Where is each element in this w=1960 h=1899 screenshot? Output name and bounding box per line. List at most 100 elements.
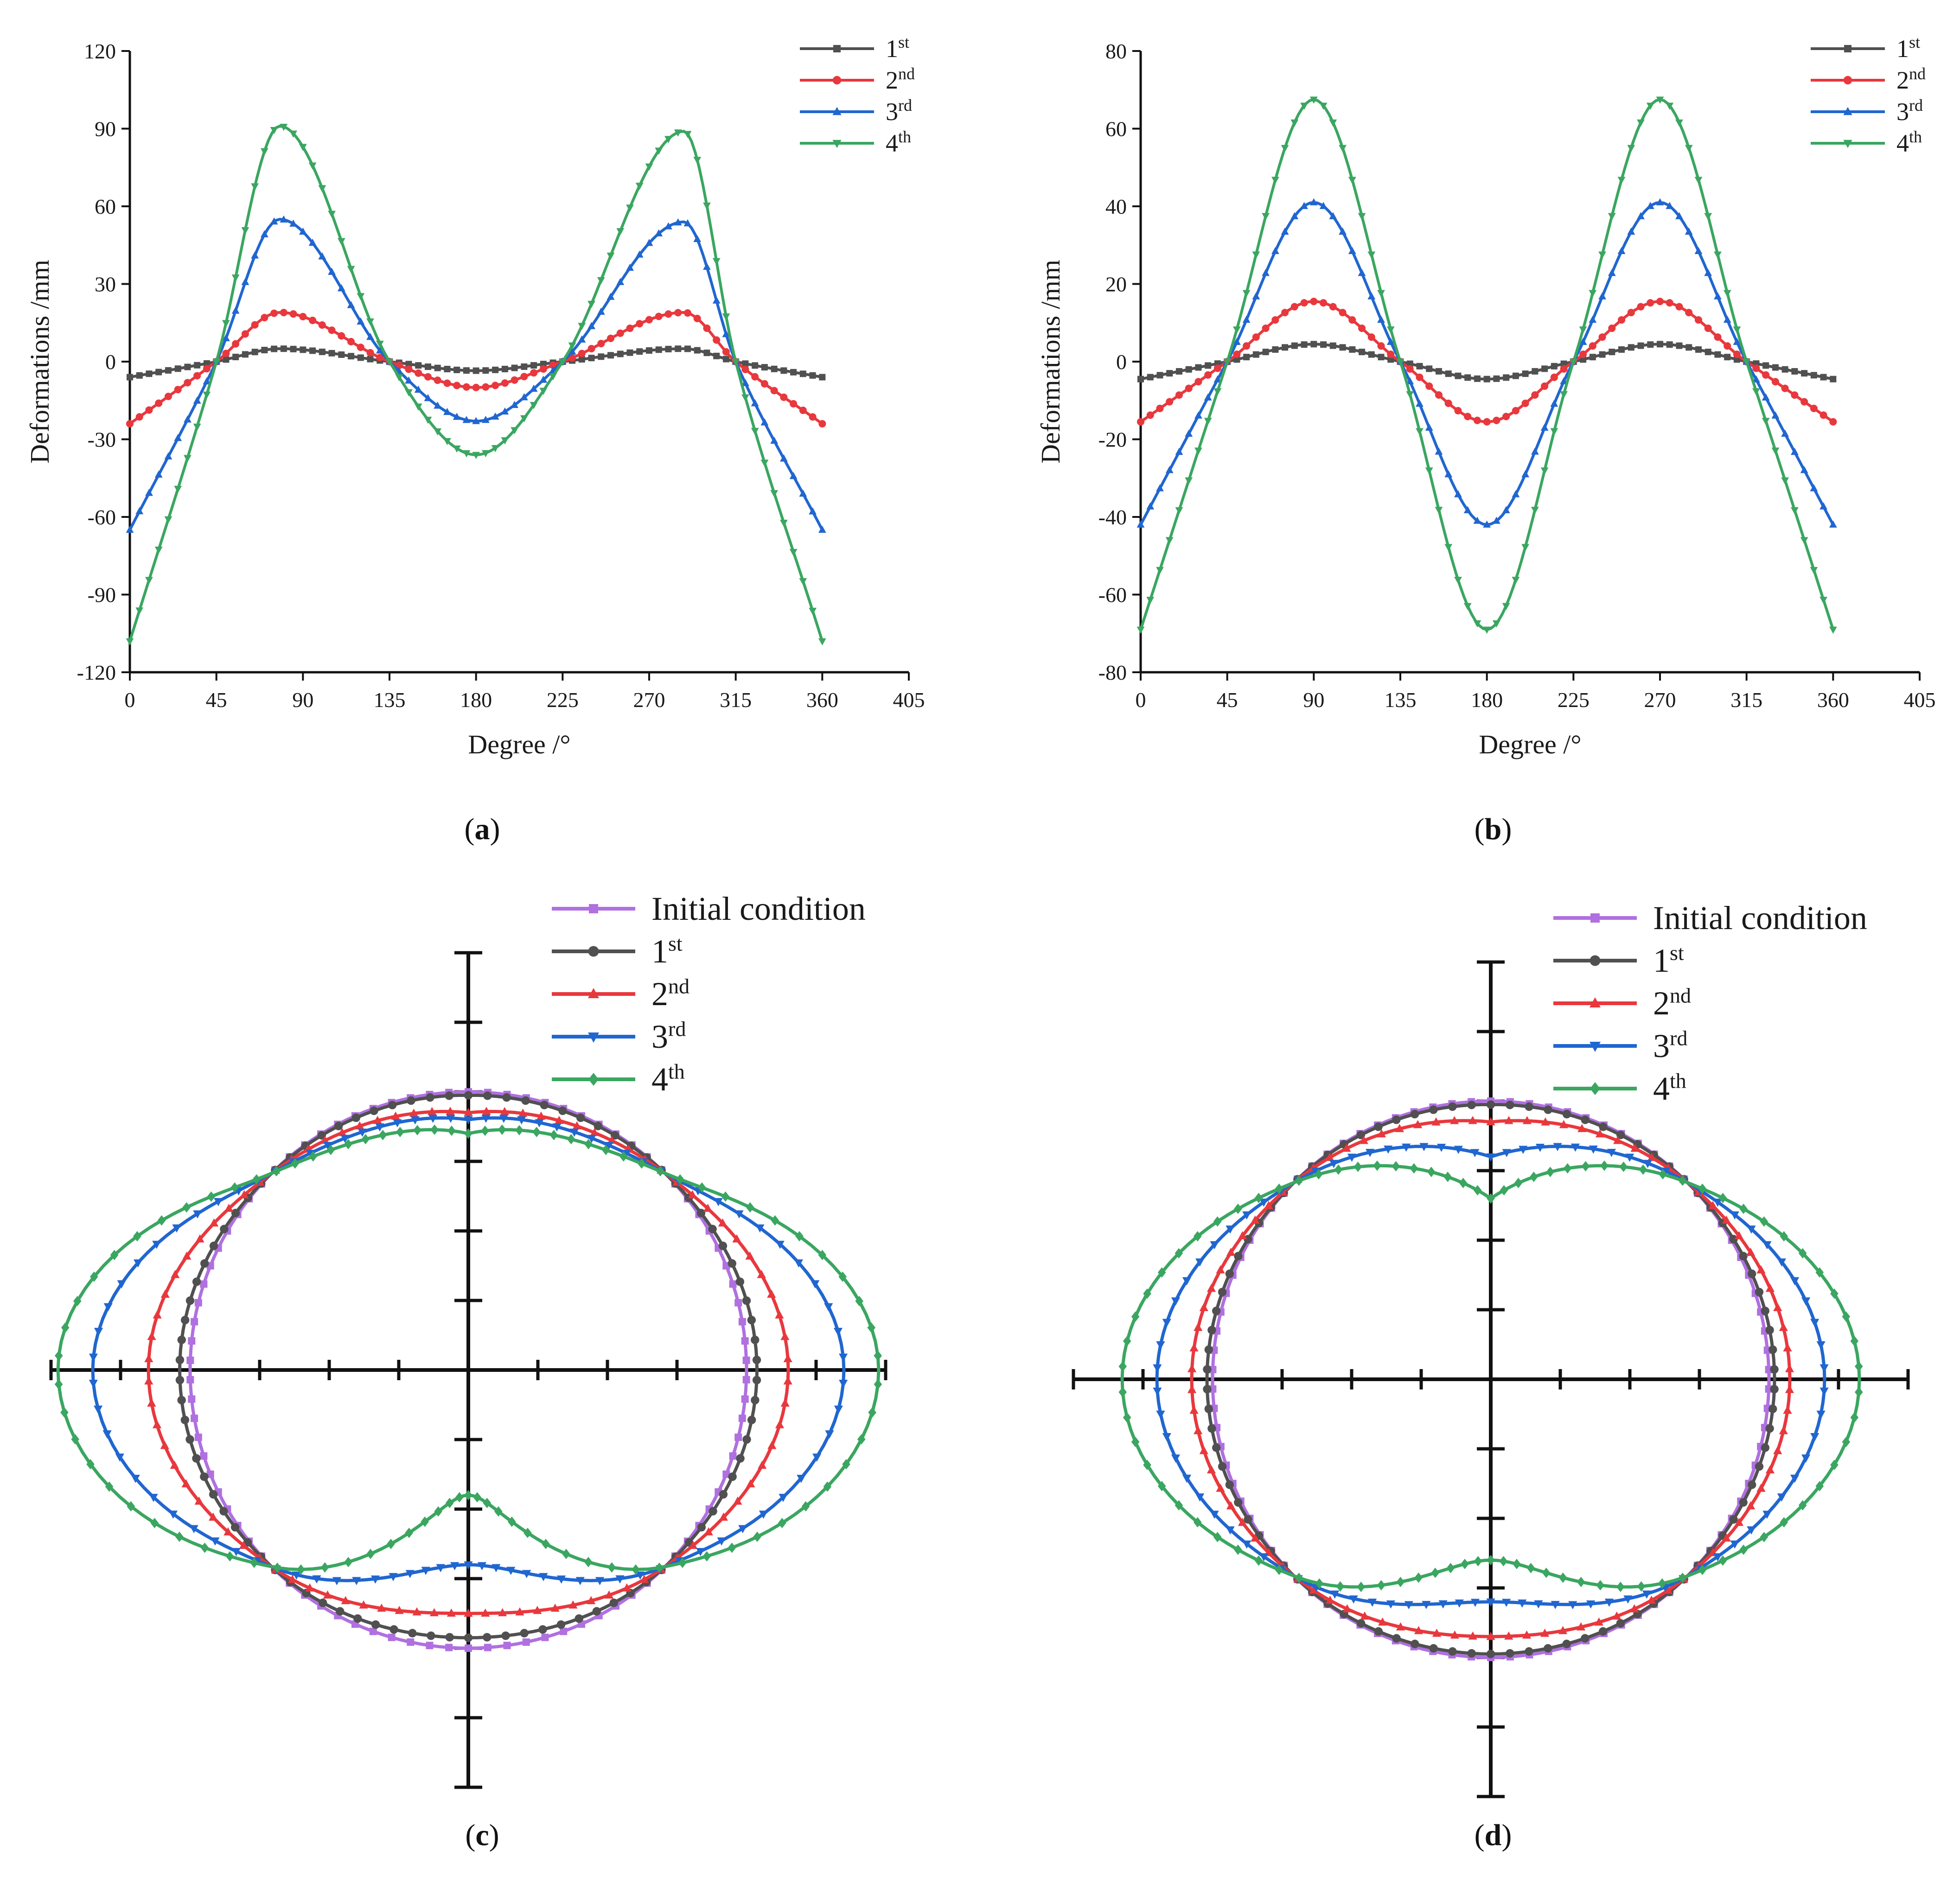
data-point: [511, 364, 518, 371]
data-point: [376, 354, 384, 362]
data-point: [1579, 326, 1587, 334]
data-point: [693, 157, 702, 164]
data-point: [472, 417, 480, 424]
data-point: [655, 1562, 664, 1573]
data-point: [1676, 342, 1683, 349]
data-point: [1810, 484, 1818, 491]
legend-label: 3rd: [1653, 1026, 1687, 1064]
data-point: [1747, 1526, 1756, 1535]
data-point: [833, 1327, 843, 1336]
data-point: [378, 1130, 387, 1141]
data-point: [1275, 1183, 1283, 1194]
data-point: [328, 268, 336, 275]
data-point: [1473, 416, 1481, 424]
x-tick-label: 405: [893, 688, 925, 712]
data-point: [261, 347, 268, 354]
data-point: [1658, 1578, 1666, 1589]
data-point: [499, 1115, 508, 1123]
data-point: [230, 1523, 240, 1532]
data-point: [318, 185, 326, 192]
data-point: [770, 436, 779, 444]
legend-marker: [832, 140, 842, 148]
data-point: [868, 1407, 876, 1418]
data-point: [1386, 1600, 1396, 1609]
data-point: [1392, 1634, 1401, 1643]
data-point: [1205, 362, 1212, 369]
data-point: [288, 1574, 297, 1583]
data-point: [1705, 349, 1711, 356]
data-point: [1185, 366, 1192, 373]
data-point: [358, 1128, 367, 1137]
data-point: [131, 1475, 140, 1483]
data-point: [1525, 1647, 1533, 1656]
data-point: [1581, 1161, 1590, 1172]
data-point: [718, 1218, 728, 1227]
data-point: [1724, 354, 1731, 361]
data-point: [809, 413, 817, 421]
legend-label-sup: th: [1909, 127, 1922, 146]
data-point: [1329, 342, 1336, 349]
data-point: [241, 227, 249, 235]
data-point: [289, 130, 297, 138]
outline-d-2: [1187, 1115, 1794, 1640]
data-point: [536, 1111, 546, 1120]
data-point: [1765, 1465, 1775, 1473]
data-point: [1194, 1323, 1203, 1331]
data-point: [1801, 1454, 1811, 1463]
legend-label-base: 2: [1653, 985, 1670, 1022]
data-point: [1541, 1117, 1550, 1126]
data-point: [1695, 346, 1702, 353]
data-point: [188, 1337, 196, 1345]
data-point: [1143, 1288, 1151, 1299]
data-point: [799, 489, 807, 497]
data-point: [464, 1561, 473, 1570]
data-point: [540, 1101, 549, 1109]
data-point: [347, 266, 355, 273]
data-point: [1666, 202, 1674, 209]
data-point: [464, 1116, 473, 1125]
data-point: [694, 347, 701, 354]
data-point: [775, 1420, 785, 1428]
data-point: [1272, 346, 1279, 353]
data-point: [539, 1573, 548, 1581]
data-point: [1675, 212, 1683, 219]
data-point: [1486, 1598, 1495, 1607]
data-point: [1189, 1343, 1199, 1351]
data-point: [1360, 1611, 1369, 1620]
data-point: [758, 1460, 767, 1469]
data-point: [501, 379, 509, 387]
data-point: [450, 1562, 460, 1570]
y-tick-label: 30: [95, 273, 116, 296]
data-point: [175, 1356, 185, 1364]
data-point: [443, 379, 451, 387]
data-point: [578, 356, 585, 363]
data-point: [186, 1357, 194, 1364]
data-point: [407, 1638, 415, 1646]
data-point: [607, 352, 614, 359]
data-point: [194, 1434, 202, 1441]
data-point: [1659, 1169, 1667, 1179]
legend-label: Initial condition: [1653, 899, 1867, 937]
data-point: [1242, 315, 1251, 323]
data-point: [799, 578, 807, 586]
x-tick-label: 45: [206, 688, 227, 712]
data-point: [722, 348, 730, 356]
data-point: [434, 1506, 442, 1517]
data-point: [818, 525, 826, 533]
data-point: [1762, 418, 1770, 425]
data-point: [616, 329, 624, 337]
data-point: [741, 379, 749, 386]
y-tick-label: -80: [1098, 661, 1127, 684]
data-point: [1234, 1498, 1243, 1507]
data-point: [1594, 1617, 1603, 1626]
data-point: [1156, 404, 1164, 413]
caption: (a): [465, 812, 500, 846]
data-point: [770, 387, 778, 395]
data-point: [703, 262, 711, 270]
data-point: [799, 406, 807, 414]
data-point: [1162, 1433, 1171, 1441]
data-point: [1816, 1410, 1826, 1419]
data-point: [242, 351, 249, 358]
data-point: [273, 1562, 281, 1573]
